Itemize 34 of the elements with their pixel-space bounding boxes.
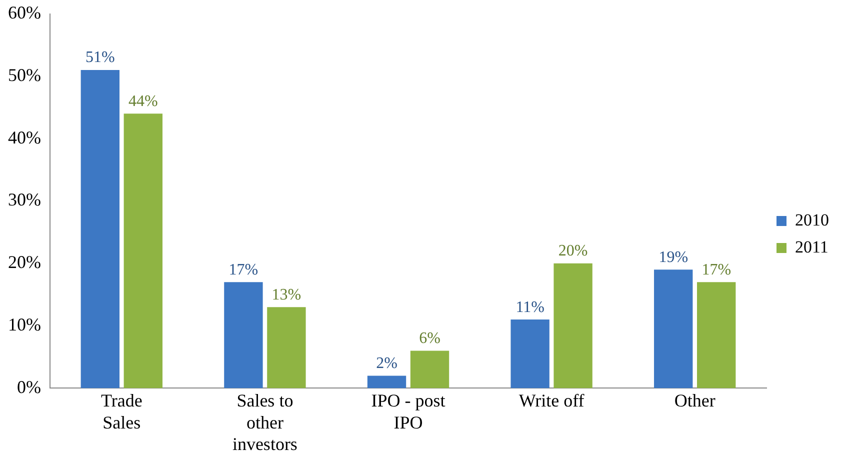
bar bbox=[367, 376, 406, 388]
y-tick-label: 20% bbox=[8, 252, 41, 272]
data-label: 20% bbox=[558, 242, 588, 260]
data-label: 6% bbox=[419, 330, 440, 347]
data-label: 44% bbox=[128, 92, 158, 110]
data-label: 19% bbox=[658, 248, 688, 266]
y-tick-label: 40% bbox=[8, 127, 41, 148]
bar bbox=[124, 114, 162, 388]
x-tick-label: Trade Sales bbox=[100, 390, 142, 432]
data-label: 17% bbox=[228, 261, 258, 278]
bar bbox=[410, 350, 450, 388]
bar bbox=[554, 263, 592, 388]
bar bbox=[697, 282, 736, 388]
data-label: 13% bbox=[272, 286, 302, 304]
bar bbox=[224, 282, 263, 388]
bar bbox=[267, 307, 306, 388]
y-tick-label: 60% bbox=[8, 2, 41, 23]
legend-label: 2011 bbox=[795, 237, 828, 256]
y-tick-label: 0% bbox=[16, 376, 41, 397]
data-label: 51% bbox=[85, 49, 115, 66]
bar bbox=[654, 270, 693, 388]
y-tick-label: 10% bbox=[8, 314, 41, 335]
y-tick-label: 30% bbox=[8, 190, 41, 210]
data-label: 17% bbox=[702, 261, 732, 278]
legend-label: 2010 bbox=[795, 210, 829, 230]
bar bbox=[80, 70, 120, 388]
bar bbox=[510, 320, 550, 388]
data-label: 2% bbox=[376, 354, 398, 372]
data-label: 11% bbox=[516, 298, 544, 316]
y-tick-label: 50% bbox=[8, 64, 41, 85]
x-tick-label: Write off bbox=[518, 390, 584, 411]
x-tick-label: IPO - post IPO bbox=[371, 390, 446, 432]
x-tick-label: Sales to other investors bbox=[232, 390, 298, 454]
x-tick-label: Other bbox=[674, 390, 716, 411]
